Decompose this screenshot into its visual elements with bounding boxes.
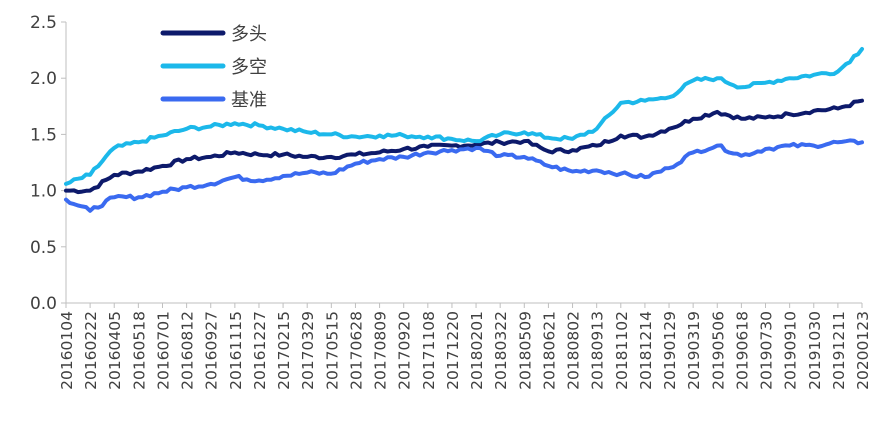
x-tick-label: 20170515 [323, 311, 341, 390]
x-tick-label: 20160812 [179, 311, 197, 390]
legend-label: 多空 [231, 57, 267, 78]
y-tick-label: 2.0 [30, 69, 57, 89]
x-tick-label: 20200123 [854, 311, 872, 390]
series-line [64, 98, 864, 195]
x-tick-label: 20190506 [709, 311, 727, 390]
x-tick-label: 20190129 [661, 311, 679, 390]
x-tick-label: 20180621 [540, 311, 558, 390]
x-tick-label: 20180913 [589, 311, 607, 390]
x-tick-label: 20170215 [275, 311, 293, 390]
x-tick-label: 20161115 [227, 311, 245, 390]
x-tick-label: 20170920 [396, 311, 414, 390]
x-tick-label: 20191030 [806, 311, 824, 390]
x-tick-label: 20191211 [830, 311, 848, 390]
x-tick-label: 20160104 [58, 311, 76, 390]
x-tick-label: 20170329 [299, 311, 317, 390]
x-tick-label: 20160927 [203, 311, 221, 390]
x-tick-label: 20170809 [372, 311, 390, 390]
y-tick-label: 2.5 [30, 13, 57, 33]
x-tick-label: 20180322 [492, 311, 510, 390]
x-tick-label: 20171108 [420, 311, 438, 390]
y-tick-label: 1.5 [30, 125, 57, 145]
axes: 0.0 0.5 1.0 1.5 2.0 2.5 20160104 20160222 201604… [30, 13, 872, 390]
x-tick-label: 20180509 [516, 311, 534, 390]
x-tick-label: 20160222 [82, 311, 100, 390]
y-tick-label: 0.0 [30, 294, 57, 314]
legend-label: 基准 [231, 90, 267, 111]
x-tick-label: 20160518 [130, 311, 148, 390]
series-line [64, 138, 864, 213]
x-tick-label: 20190910 [782, 311, 800, 390]
x-tick-label: 20160701 [154, 311, 172, 390]
x-tick-label: 20190319 [685, 311, 703, 390]
x-tick-label: 20181102 [613, 311, 631, 390]
x-tick-label: 20170628 [347, 311, 365, 390]
x-tick-label: 20180802 [565, 311, 583, 390]
x-tick-label: 20181214 [637, 311, 655, 390]
x-tick-label: 20190618 [733, 311, 751, 390]
x-tick-label: 20180201 [468, 311, 486, 390]
y-tick-label: 1.0 [30, 182, 57, 202]
x-tick-label: 20190730 [758, 311, 776, 390]
y-tick-label: 0.5 [30, 238, 57, 258]
series-line [64, 47, 864, 186]
x-tick-label: 20161227 [251, 311, 269, 390]
legend-label: 多头 [231, 24, 267, 45]
x-tick-label: 20171220 [444, 311, 462, 390]
series-lines [64, 47, 864, 213]
x-tick-label: 20160405 [106, 311, 124, 390]
